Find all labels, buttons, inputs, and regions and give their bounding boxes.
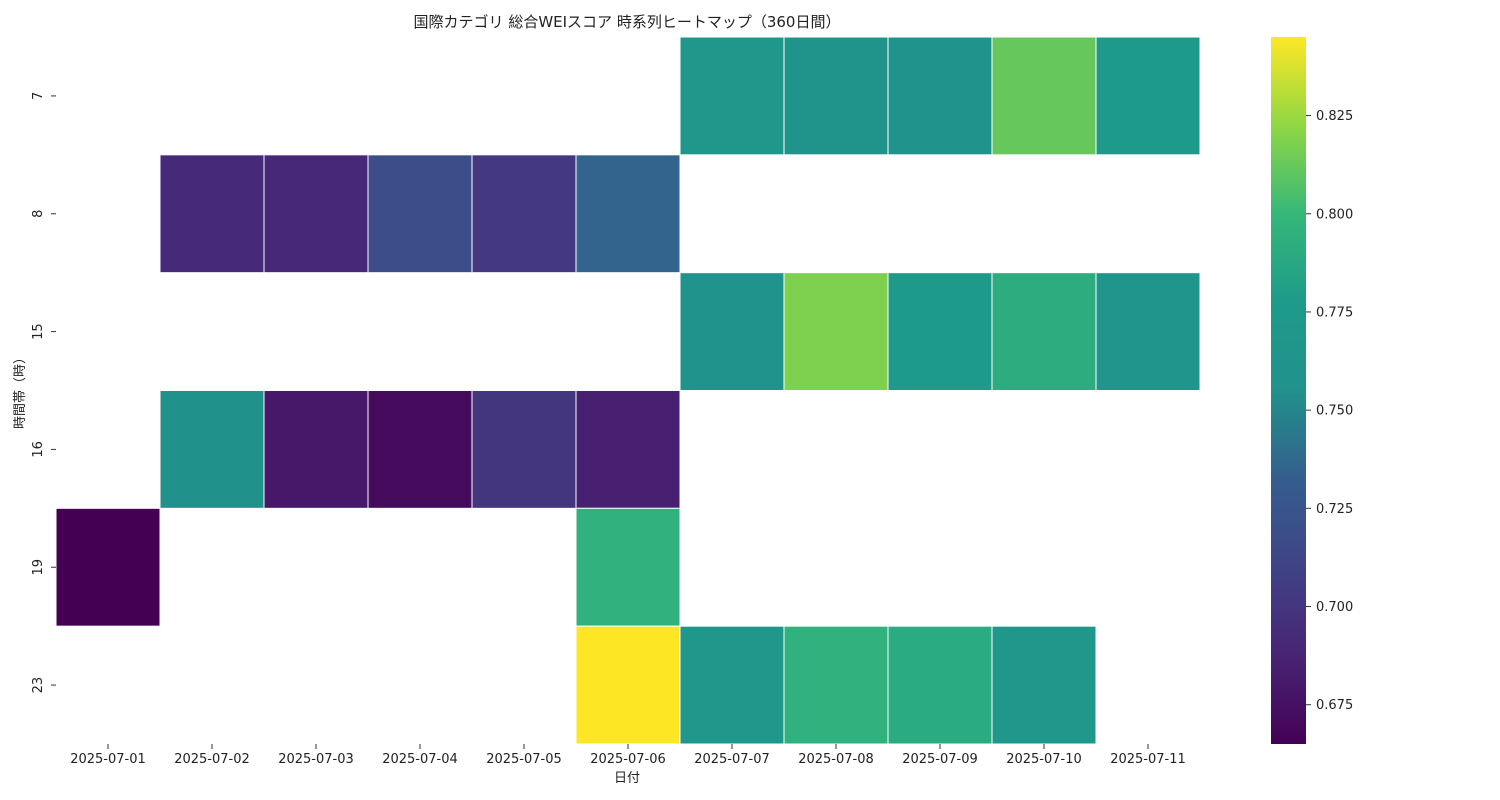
heatmap-cell <box>575 154 681 274</box>
chart-title: 国際カテゴリ 総合WEIスコア 時系列ヒートマップ（360日間） <box>414 13 841 31</box>
heatmap-cell <box>55 507 161 627</box>
heatmap-cell <box>991 272 1097 391</box>
heatmap-cell <box>783 36 889 156</box>
colorbar-tick-label: 0.750 <box>1316 404 1353 419</box>
colorbar-tick-label: 0.700 <box>1316 600 1353 615</box>
heatmap-cell <box>887 625 993 745</box>
heatmap-cell <box>1095 272 1201 391</box>
heatmap-cell <box>1095 36 1201 156</box>
heatmap-cell <box>471 390 577 509</box>
y-axis-label: 時間帯（時） <box>13 351 28 429</box>
heatmap-cell <box>367 154 473 274</box>
colorbar-tick-label: 0.775 <box>1316 305 1353 320</box>
x-axis-label: 日付 <box>614 771 640 786</box>
y-tick-label: 16 <box>31 441 46 458</box>
colorbar-tick-label: 0.675 <box>1316 698 1353 713</box>
heatmap-cell <box>263 390 369 509</box>
colorbar-tick-label: 0.725 <box>1316 502 1353 517</box>
heatmap-cell <box>679 272 785 391</box>
heatmap-cell <box>575 507 681 627</box>
x-tick-label: 2025-07-05 <box>486 752 562 767</box>
heatmap-cell <box>679 36 785 156</box>
heatmap-cell <box>991 625 1097 745</box>
colorbar-gradient <box>1271 37 1306 744</box>
y-axis: 7 8 15 16 19 23 <box>31 92 56 694</box>
heatmap-cell <box>159 390 265 509</box>
x-axis: 2025-07-01 2025-07-02 2025-07-03 2025-07-04… <box>70 744 1186 767</box>
x-tick-label: 2025-07-09 <box>902 752 978 767</box>
colorbar-tick-label: 0.800 <box>1316 207 1353 222</box>
x-tick-label: 2025-07-10 <box>1006 752 1082 767</box>
colorbar: 0.675 0.700 0.725 0.750 0.775 0.800 0.825 <box>1271 37 1353 744</box>
y-tick-label: 23 <box>31 677 46 694</box>
heatmap-cell <box>575 625 681 745</box>
colorbar-tick-label: 0.825 <box>1316 109 1353 124</box>
heatmap-cell <box>991 36 1097 156</box>
x-tick-label: 2025-07-03 <box>278 752 354 767</box>
x-tick-label: 2025-07-01 <box>70 752 146 767</box>
x-tick-label: 2025-07-08 <box>798 752 874 767</box>
heatmap-cells <box>55 36 1201 745</box>
heatmap-cell <box>263 154 369 274</box>
x-tick-label: 2025-07-06 <box>590 752 666 767</box>
heatmap-cell <box>471 154 577 274</box>
colorbar-ticks: 0.675 0.700 0.725 0.750 0.775 0.800 0.825 <box>1306 109 1353 713</box>
heatmap-cell <box>887 272 993 391</box>
y-tick-label: 8 <box>31 210 46 218</box>
y-tick-label: 19 <box>31 559 46 576</box>
heatmap-cell <box>367 390 473 509</box>
x-tick-label: 2025-07-04 <box>382 752 458 767</box>
heatmap-cell <box>575 390 681 509</box>
heatmap-cell <box>887 36 993 156</box>
y-tick-label: 7 <box>31 92 46 100</box>
y-tick-label: 15 <box>31 323 46 340</box>
heatmap-cell <box>783 272 889 391</box>
x-tick-label: 2025-07-02 <box>174 752 250 767</box>
heatmap-cell <box>783 625 889 745</box>
heatmap-cell <box>679 625 785 745</box>
x-tick-label: 2025-07-07 <box>694 752 770 767</box>
heatmap-cell <box>159 154 265 274</box>
x-tick-label: 2025-07-11 <box>1110 752 1186 767</box>
